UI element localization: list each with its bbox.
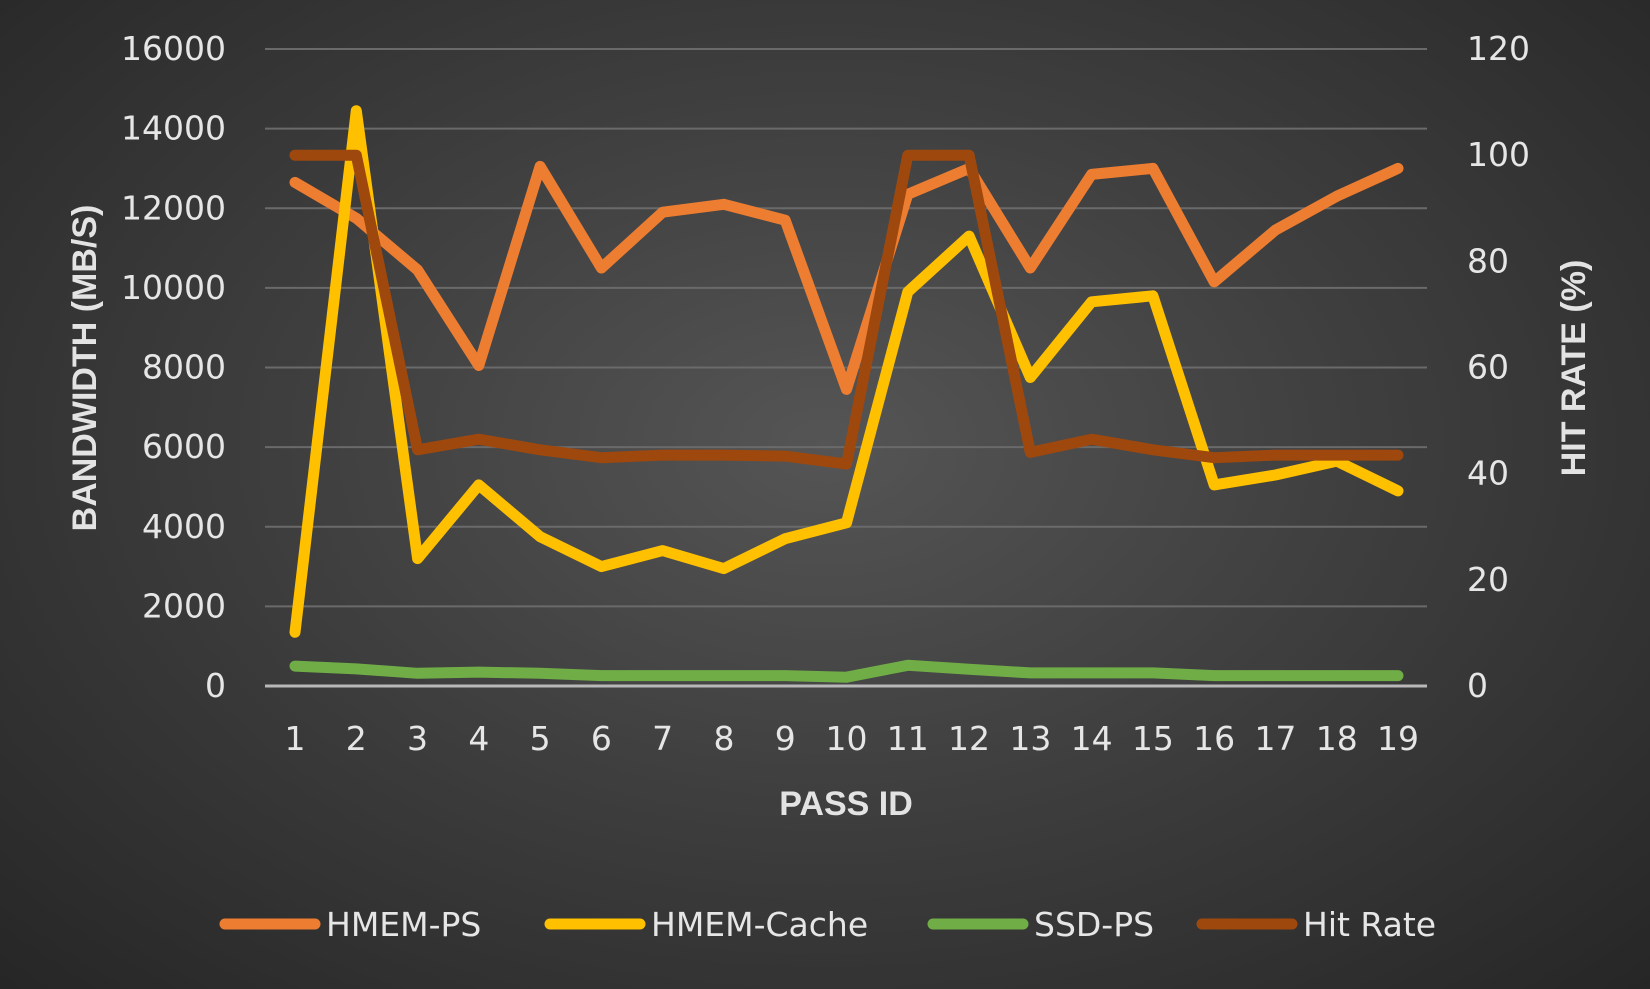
x-tick-label: 6 (591, 719, 612, 758)
series-line-hmem-ps (289, 160, 1404, 395)
legend-label: SSD-PS (1034, 905, 1154, 944)
x-tick-label: 15 (1132, 719, 1174, 758)
y-tick-label: 4000 (142, 507, 226, 546)
y-tick-label: 2000 (142, 586, 226, 625)
x-tick-label: 9 (775, 719, 796, 758)
y-tick-label: 16000 (121, 29, 226, 68)
y2-tick-label: 20 (1467, 560, 1509, 599)
y2-tick-label: 100 (1467, 135, 1530, 174)
y-tick-label: 0 (205, 666, 226, 705)
y2-axis-title: HIT RATE (%) (1555, 260, 1593, 477)
x-tick-label: 19 (1377, 719, 1419, 758)
y-tick-label: 10000 (121, 268, 226, 307)
x-tick-label: 18 (1316, 719, 1358, 758)
legend-label: Hit Rate (1303, 905, 1436, 944)
legend-label: HMEM-Cache (651, 905, 868, 944)
tick-labels: 0 2000 4000 6000 8000 10000 12000 14000 16000 0 20… (121, 29, 1530, 758)
y-tick-label: 8000 (142, 348, 226, 387)
series-line-hmem-cache (289, 105, 1404, 638)
series-line-hit-rate (289, 149, 1404, 470)
x-tick-label: 10 (826, 719, 868, 758)
series-line-ssd-ps (289, 659, 1404, 683)
y-tick-label: 14000 (121, 109, 226, 148)
y2-tick-label: 40 (1467, 454, 1509, 493)
y2-tick-label: 60 (1467, 348, 1509, 387)
legend: HMEM-PS HMEM-Cache SSD-PS Hit Rate (219, 905, 1436, 944)
series-lines (289, 105, 1404, 683)
y-axis-title: BANDWIDTH (MB/S) (66, 205, 104, 532)
x-tick-label: 4 (468, 719, 489, 758)
x-tick-label: 14 (1071, 719, 1113, 758)
x-axis-title: PASS ID (779, 785, 913, 823)
x-tick-label: 12 (948, 719, 990, 758)
y-tick-label: 6000 (142, 427, 226, 466)
x-tick-label: 3 (407, 719, 428, 758)
y2-tick-label: 0 (1467, 666, 1488, 705)
y-tick-label: 12000 (121, 188, 226, 227)
x-tick-label: 17 (1254, 719, 1296, 758)
x-tick-label: 1 (285, 719, 306, 758)
x-tick-label: 13 (1009, 719, 1051, 758)
x-tick-label: 5 (530, 719, 551, 758)
x-tick-label: 11 (887, 719, 929, 758)
y2-tick-label: 80 (1467, 241, 1509, 280)
x-tick-label: 2 (346, 719, 367, 758)
x-tick-label: 16 (1193, 719, 1235, 758)
x-tick-label: 7 (652, 719, 673, 758)
legend-label: HMEM-PS (326, 905, 481, 944)
x-tick-label: 8 (713, 719, 734, 758)
y2-tick-label: 120 (1467, 29, 1530, 68)
